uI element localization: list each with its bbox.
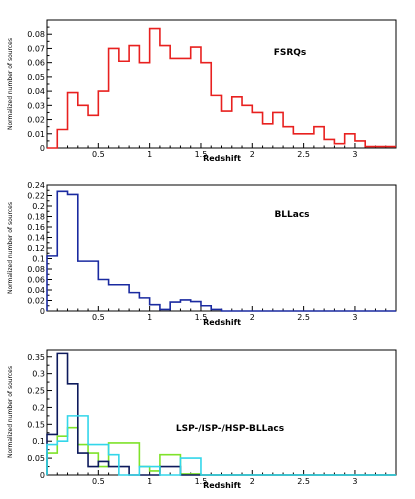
y-tick-label: 0.05 (27, 73, 45, 82)
series-group (47, 27, 396, 149)
y-tick-label: 0.14 (27, 234, 45, 243)
x-tick-label: 3 (352, 313, 357, 322)
y-tick-label: 0.1 (32, 255, 45, 264)
y-tick-label: 0.24 (27, 181, 45, 190)
x-tick-label: 2 (250, 477, 255, 486)
y-tick-label: 0.15 (27, 420, 45, 429)
x-tick-label: 0.5 (92, 313, 105, 322)
x-tick-label: 2.5 (297, 477, 310, 486)
x-axis-label: Redshift (203, 481, 241, 490)
axis-ticks: 0.5 1 1.5 2 2.5 3 00.02 0.040.06 0.080.1 0.120.14… (27, 181, 397, 322)
bllac-panel: Normalized number of sources Redshift BL… (7, 181, 397, 327)
y-tick-label: 0.03 (27, 101, 45, 110)
y-axis-label: Normalized number of sources (7, 38, 14, 130)
y-tick-label: 0.04 (27, 286, 45, 295)
y-axis-label: Normalized number of sources (7, 366, 14, 458)
y-tick-label: 0 (40, 144, 45, 153)
x-tick-label: 0.5 (92, 150, 105, 159)
series-line (47, 27, 396, 149)
y-tick-label: 0.08 (27, 265, 45, 274)
x-tick-label: 1.5 (195, 313, 208, 322)
series-line (46, 190, 396, 312)
x-tick-label: 1 (147, 313, 152, 322)
y-tick-label: 0.05 (27, 454, 45, 463)
y-tick-label: 0.16 (27, 223, 45, 232)
x-tick-label: 2 (250, 150, 255, 159)
y-tick-label: 0.2 (32, 202, 45, 211)
y-tick-label: 0.02 (27, 297, 45, 306)
x-axis-label: Redshift (203, 318, 241, 327)
y-tick-label: 0.2 (32, 403, 45, 412)
plot-frame (46, 184, 397, 312)
y-tick-label: 0.06 (27, 59, 45, 68)
x-tick-label: 1 (147, 477, 152, 486)
y-axis-label: Normalized number of sources (7, 202, 14, 294)
y-tick-label: 0.12 (27, 244, 45, 253)
y-tick-label: 0.02 (27, 116, 45, 125)
x-tick-label: 3 (352, 477, 357, 486)
fsrq-panel: Normalized number of sources Redshift FS… (7, 19, 397, 163)
y-tick-label: 0.1 (32, 437, 45, 446)
x-tick-label: 3 (352, 150, 357, 159)
y-tick-label: 0.01 (27, 130, 45, 139)
x-axis-label: Redshift (203, 154, 241, 163)
x-tick-label: 1.5 (195, 150, 208, 159)
x-tick-label: 2 (250, 313, 255, 322)
y-tick-label: 0.3 (32, 370, 45, 379)
series-line (46, 352, 396, 476)
plot-frame (46, 349, 397, 476)
series-line (46, 415, 396, 476)
y-tick-label: 0.35 (27, 353, 45, 362)
x-tick-label: 0.5 (92, 477, 105, 486)
panel-title: FSRQs (274, 48, 307, 58)
y-tick-label: 0 (40, 471, 45, 480)
x-tick-label: 1 (147, 150, 152, 159)
x-tick-label: 2.5 (297, 150, 310, 159)
x-tick-label: 2.5 (297, 313, 310, 322)
x-tick-label: 1.5 (195, 477, 208, 486)
y-tick-label: 0.04 (27, 87, 45, 96)
y-tick-label: 0.07 (27, 44, 45, 53)
series-line (46, 426, 396, 476)
y-tick-label: 0 (40, 307, 45, 316)
series-group (46, 190, 396, 312)
subclass-panel: Normalized number of sources Redshift LS… (7, 349, 397, 490)
panel-title: LSP-/ISP-/HSP-BLLacs (176, 424, 284, 434)
series-group (46, 352, 396, 476)
axis-ticks: 0.5 1 1.5 2 2.5 3 0 0.01 0.02 0.03 0.04 0.05 0.06 0.0… (27, 26, 397, 159)
axis-ticks: 0.5 1 1.5 2 2.5 3 0 0.05 0.1 0.15 0.2 0.25 0.3 0.35 (27, 353, 397, 486)
y-tick-label: 0.25 (27, 387, 45, 396)
y-tick-label: 0.06 (27, 276, 45, 285)
y-tick-label: 0.08 (27, 30, 45, 39)
y-tick-label: 0.22 (27, 192, 45, 201)
y-tick-label: 0.18 (27, 213, 45, 222)
plot-frame (46, 19, 397, 149)
panel-title: BLLacs (274, 210, 309, 220)
